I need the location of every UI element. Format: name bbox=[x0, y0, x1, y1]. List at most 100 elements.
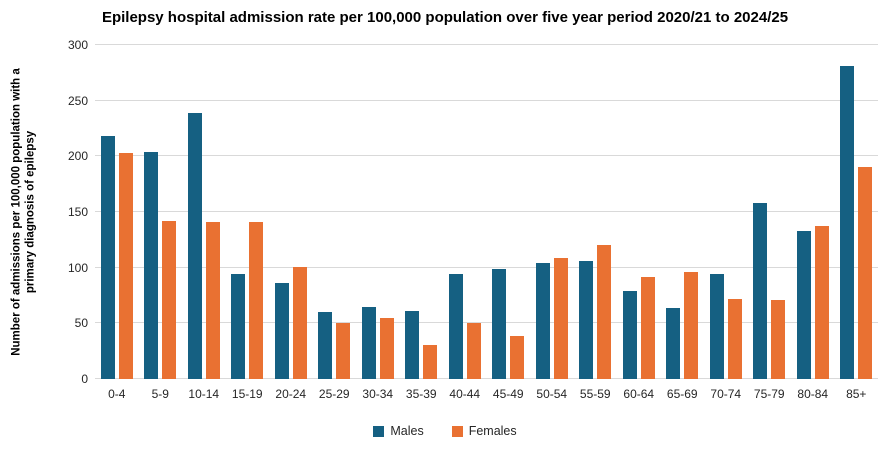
legend-swatch-males bbox=[373, 425, 385, 437]
bar-females-80-84 bbox=[814, 226, 829, 379]
gridline-0 bbox=[95, 378, 878, 379]
plot-area: 0-4 5-9 10-14 15-19 20-24 25-29 30-34 35-39 40-4… bbox=[95, 44, 879, 401]
legend-item-females: Females bbox=[451, 424, 517, 438]
bar-group-80-84: 80-84 bbox=[791, 45, 835, 401]
x-tick-label-75-79: 75-79 bbox=[753, 387, 785, 401]
x-tick-label-0-4: 0-4 bbox=[108, 387, 126, 401]
bar-males-50-54 bbox=[535, 263, 550, 379]
x-tick-label-55-59: 55-59 bbox=[579, 387, 611, 401]
bar-females-0-4 bbox=[118, 153, 133, 379]
x-tick-label-15-19: 15-19 bbox=[231, 387, 263, 401]
bar-females-15-19 bbox=[249, 222, 264, 379]
bar-group-10-14: 10-14 bbox=[182, 45, 226, 401]
y-tick-label-250: 250 bbox=[67, 93, 88, 108]
y-tick-label-300: 300 bbox=[67, 38, 88, 52]
y-axis-ticks: 0 50 100 150 200 250 300 bbox=[50, 38, 88, 386]
bar-males-10-14 bbox=[187, 112, 202, 379]
bar-group-60-64: 60-64 bbox=[617, 45, 661, 401]
bar-males-40-44 bbox=[448, 274, 463, 379]
bar-females-25-29 bbox=[336, 323, 351, 379]
y-tick-label-0: 0 bbox=[81, 372, 88, 386]
bar-males-25-29 bbox=[318, 312, 333, 379]
bar-group-55-59: 55-59 bbox=[574, 45, 618, 401]
x-tick-label-10-14: 10-14 bbox=[188, 387, 220, 401]
bar-males-15-19 bbox=[231, 274, 246, 379]
x-tick-label-80-84: 80-84 bbox=[797, 387, 829, 401]
bar-females-20-24 bbox=[292, 266, 307, 379]
bar-females-65-69 bbox=[684, 272, 699, 379]
x-tick-label-85+: 85+ bbox=[846, 387, 867, 401]
bar-females-10-14 bbox=[205, 222, 220, 379]
bar-males-65-69 bbox=[666, 307, 681, 379]
legend-item-males: Males bbox=[373, 424, 424, 438]
y-axis-title-line-2: primary diagnosis of epilepsy bbox=[25, 130, 37, 294]
bar-males-80-84 bbox=[796, 230, 811, 379]
x-tick-label-45-49: 45-49 bbox=[492, 387, 524, 401]
bar-group-30-34: 30-34 bbox=[356, 45, 400, 401]
x-tick-label-40-44: 40-44 bbox=[449, 387, 481, 401]
legend-label-females: Females bbox=[468, 424, 517, 438]
bar-males-70-74 bbox=[709, 274, 724, 379]
bar-males-30-34 bbox=[361, 306, 376, 379]
legend-label-males: Males bbox=[390, 424, 424, 438]
bar-group-85+: 85+ bbox=[835, 45, 879, 401]
bar-females-75-79 bbox=[771, 299, 786, 379]
bar-group-50-54: 50-54 bbox=[530, 45, 574, 401]
bar-females-45-49 bbox=[510, 335, 525, 379]
bar-groups: 0-4 5-9 10-14 15-19 20-24 25-29 30-34 35-39 40-4… bbox=[95, 45, 879, 401]
x-tick-label-20-24: 20-24 bbox=[275, 387, 307, 401]
x-tick-label-25-29: 25-29 bbox=[318, 387, 350, 401]
bar-group-25-29: 25-29 bbox=[313, 45, 357, 401]
bar-females-85+ bbox=[858, 167, 873, 379]
x-tick-label-5-9: 5-9 bbox=[151, 387, 169, 401]
bar-group-75-79: 75-79 bbox=[748, 45, 792, 401]
bar-males-0-4 bbox=[100, 136, 115, 379]
bar-females-30-34 bbox=[379, 317, 394, 379]
x-tick-label-30-34: 30-34 bbox=[362, 387, 394, 401]
x-tick-label-35-39: 35-39 bbox=[405, 387, 437, 401]
bar-females-35-39 bbox=[423, 344, 438, 379]
bar-males-60-64 bbox=[622, 291, 637, 379]
x-tick-label-50-54: 50-54 bbox=[536, 387, 568, 401]
y-tick-label-150: 150 bbox=[67, 205, 88, 219]
y-tick-label-200: 200 bbox=[67, 149, 88, 164]
gridline-200 bbox=[95, 155, 878, 157]
x-tick-label-70-74: 70-74 bbox=[710, 387, 742, 401]
bar-females-50-54 bbox=[553, 257, 568, 379]
bar-males-75-79 bbox=[753, 203, 768, 379]
bar-group-70-74: 70-74 bbox=[704, 45, 748, 401]
bar-males-55-59 bbox=[579, 261, 594, 379]
gridline-50 bbox=[95, 322, 878, 324]
y-axis-title: Number of admissions per 100,000 populat… bbox=[4, 45, 44, 379]
bar-group-45-49: 45-49 bbox=[487, 45, 531, 401]
bar-group-20-24: 20-24 bbox=[269, 45, 313, 401]
chart-title: Epilepsy hospital admission rate per 100… bbox=[101, 9, 789, 26]
bar-group-5-9: 5-9 bbox=[139, 45, 183, 401]
bar-group-35-39: 35-39 bbox=[400, 45, 444, 401]
bar-males-85+ bbox=[840, 66, 855, 379]
bar-females-55-59 bbox=[597, 245, 612, 379]
bar-group-15-19: 15-19 bbox=[226, 45, 270, 401]
y-tick-label-100: 100 bbox=[67, 260, 88, 275]
bar-males-5-9 bbox=[144, 151, 159, 379]
bar-group-40-44: 40-44 bbox=[443, 45, 487, 401]
gridline-300 bbox=[95, 44, 878, 45]
gridline-250 bbox=[95, 99, 878, 101]
bar-group-65-69: 65-69 bbox=[661, 45, 705, 401]
bar-males-35-39 bbox=[405, 311, 420, 379]
legend: Males Females bbox=[0, 424, 890, 438]
bar-females-60-64 bbox=[640, 276, 655, 379]
bar-group-0-4: 0-4 bbox=[95, 45, 139, 401]
gridline-100 bbox=[95, 266, 878, 268]
bar-males-45-49 bbox=[492, 268, 507, 379]
y-axis-title-text: Number of admissions per 100,000 populat… bbox=[10, 45, 39, 379]
bar-males-20-24 bbox=[274, 283, 289, 379]
y-tick-label-50: 50 bbox=[74, 316, 88, 331]
bar-females-70-74 bbox=[727, 298, 742, 379]
x-tick-label-65-69: 65-69 bbox=[666, 387, 698, 401]
gridline-150 bbox=[95, 211, 878, 212]
legend-swatch-females bbox=[451, 425, 463, 437]
y-axis-title-line-1: Number of admissions per 100,000 populat… bbox=[10, 68, 23, 356]
bar-females-40-44 bbox=[466, 323, 481, 379]
